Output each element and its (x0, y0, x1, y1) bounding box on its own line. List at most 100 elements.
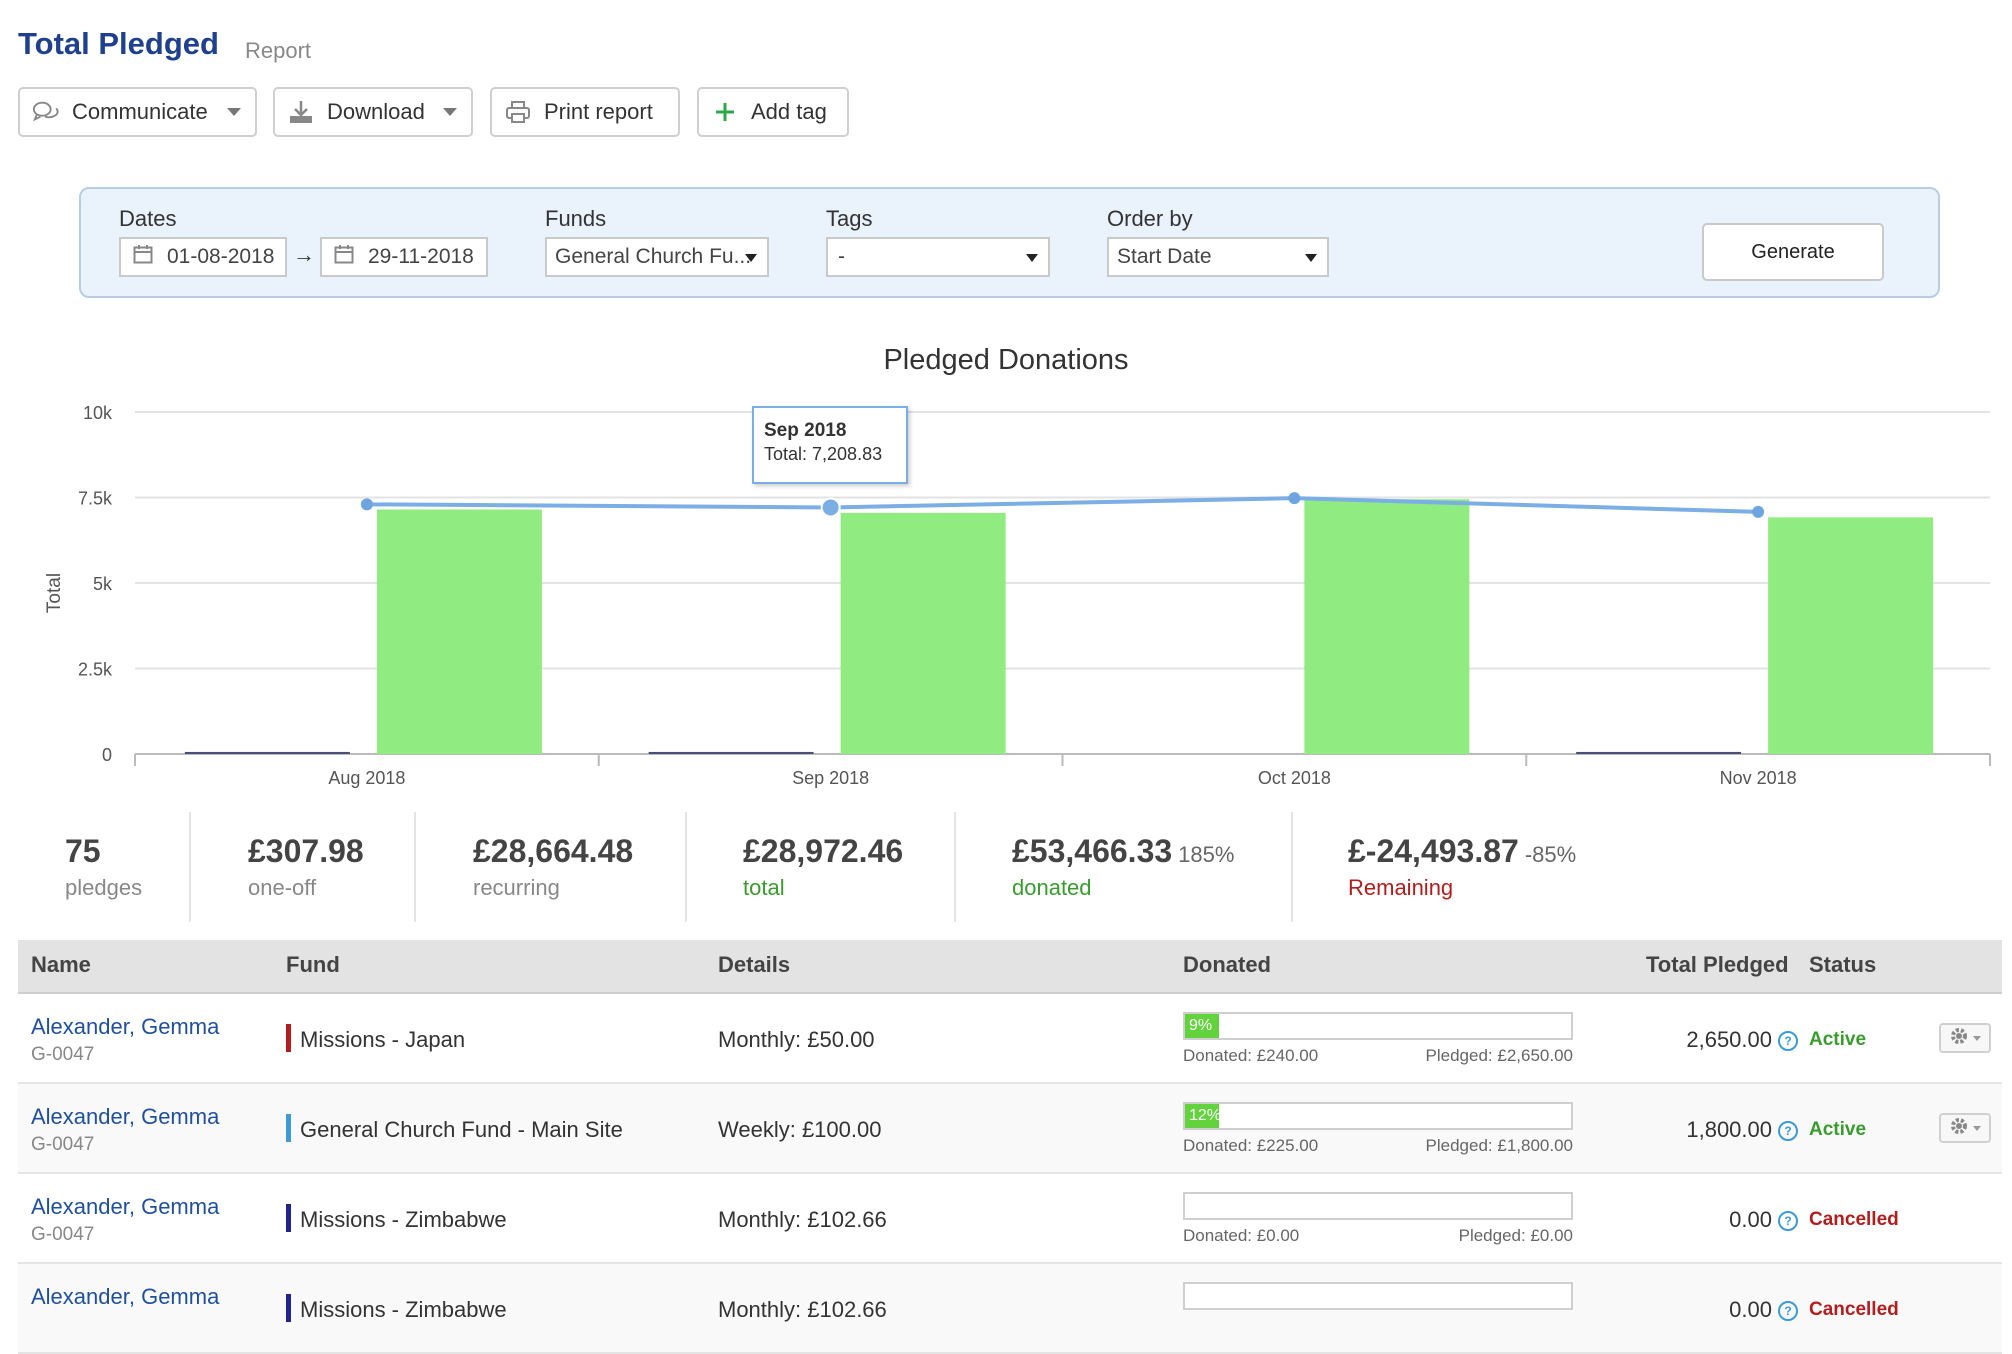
help-icon[interactable]: ? (1778, 1031, 1798, 1052)
table-row[interactable]: Alexander, Gemma G-0047 Missions - Zimbabw… (18, 1174, 2002, 1264)
donated-amount: Donated: £225.00 (1183, 1136, 1319, 1155)
tags-value: - (838, 245, 845, 268)
fund-color-marker (286, 1294, 291, 1322)
date-to-input[interactable]: 29-11-2018 (320, 237, 488, 277)
column-header-total-pledged[interactable]: Total Pledged (1646, 952, 1789, 977)
fund-name: Missions - Zimbabwe (300, 1297, 507, 1322)
generate-button[interactable]: Generate (1702, 223, 1884, 281)
download-label: Download (327, 99, 425, 124)
tags-select[interactable]: - (826, 237, 1050, 277)
plus-icon (711, 99, 739, 125)
column-header-donated[interactable]: Donated (1183, 952, 1271, 977)
row-actions-button[interactable] (1939, 1113, 1991, 1143)
table-row[interactable]: Alexander, Gemma G-0047 General Church Fun… (18, 1084, 2002, 1174)
progress-fill: 12% (1185, 1104, 1221, 1128)
dropdown-arrow-icon (1305, 254, 1317, 262)
gear-icon (1949, 1026, 1969, 1051)
recurring-value: £28,664.48 (473, 833, 634, 869)
pledged-amount: Pledged: £2,650.00 (1425, 1046, 1573, 1065)
table-header (18, 940, 2002, 994)
fund-color-marker (286, 1024, 291, 1052)
dropdown-arrow-icon (1026, 254, 1038, 262)
print-report-button[interactable]: Print report (490, 87, 680, 137)
donated-label: donated (1012, 875, 1092, 900)
help-icon[interactable]: ? (1778, 1301, 1798, 1322)
fund-color-marker (286, 1204, 291, 1232)
total-line (366, 496, 1759, 514)
page-title: Total Pledged (18, 26, 219, 61)
help-icon[interactable]: ? (1778, 1211, 1798, 1232)
member-name-link[interactable]: Alexander, Gemma (31, 1104, 220, 1129)
total-value: £28,972.46 (743, 833, 904, 869)
recurring-bar (376, 509, 542, 754)
row-actions-button[interactable] (1939, 1023, 1991, 1053)
member-name-link[interactable]: Alexander, Gemma (31, 1194, 220, 1219)
order-by-select[interactable]: Start Date (1107, 237, 1329, 277)
one-off-bar (648, 751, 814, 754)
donated-value-wrap: £53,466.33 185% (1012, 833, 1234, 870)
pledged-amount: Pledged: £1,800.00 (1425, 1136, 1573, 1155)
fund-name: Missions - Japan (300, 1027, 466, 1052)
x-tick-label: Nov 2018 (1720, 768, 1797, 788)
help-icon[interactable]: ? (1778, 1121, 1798, 1142)
line-point (1288, 492, 1301, 505)
funds-value: General Church Fu... (555, 245, 752, 268)
donated-value: £53,466.33 (1012, 833, 1173, 869)
chevron-down-icon (443, 108, 457, 116)
pledge-details: Monthly: £102.66 (718, 1207, 887, 1232)
member-name-link[interactable]: Alexander, Gemma (31, 1014, 220, 1039)
total-pledged-value: 0.00 (1729, 1297, 1772, 1322)
stat-divider (1291, 812, 1293, 922)
funds-select[interactable]: General Church Fu... (545, 237, 769, 277)
status-badge: Cancelled (1809, 1299, 1899, 1320)
chart-title: Pledged Donations (883, 344, 1129, 376)
chevron-down-icon (227, 108, 241, 116)
x-tick-label: Sep 2018 (792, 768, 869, 788)
pledge-details: Monthly: £50.00 (718, 1027, 875, 1052)
stat-divider (189, 812, 191, 922)
total-pledged-cell: 0.00? (1578, 1207, 1798, 1233)
pledge-details: Monthly: £102.66 (718, 1297, 887, 1322)
add-tag-button[interactable]: Add tag (697, 87, 849, 137)
date-to-value: 29-11-2018 (368, 245, 474, 268)
one-off-bar (1576, 751, 1742, 754)
table-row[interactable]: Alexander, Gemma Missions - Zimbabwe Month… (18, 1264, 2002, 1354)
chevron-down-icon (1973, 1035, 1981, 1041)
column-header-name[interactable]: Name (31, 952, 91, 977)
communicate-label: Communicate (72, 99, 208, 124)
column-header-fund[interactable]: Fund (286, 952, 340, 977)
column-header-status[interactable]: Status (1809, 952, 1877, 977)
pledge-details: Weekly: £100.00 (718, 1117, 882, 1142)
status-badge: Cancelled (1809, 1209, 1899, 1230)
add-tag-label: Add tag (751, 99, 827, 124)
member-code: G-0047 (31, 1134, 95, 1155)
remaining-value: £-24,493.87 (1348, 833, 1519, 869)
order-by-label: Order by (1107, 206, 1193, 231)
chart-tooltip: Sep 2018 Total: 7,208.83 (752, 406, 908, 484)
printer-icon (504, 99, 532, 125)
download-icon (287, 99, 315, 125)
member-code: G-0047 (31, 1224, 95, 1245)
progress-fill: 9% (1185, 1014, 1219, 1038)
y-tick-label: 5k (93, 574, 113, 594)
remaining-label: Remaining (1348, 875, 1454, 900)
column-header-details[interactable]: Details (718, 952, 791, 977)
download-button[interactable]: Download (273, 87, 473, 137)
order-by-value: Start Date (1117, 245, 1212, 268)
member-name-link[interactable]: Alexander, Gemma (31, 1284, 220, 1309)
fund-name: Missions - Zimbabwe (300, 1207, 507, 1232)
communicate-button[interactable]: Communicate (18, 87, 257, 137)
tags-label: Tags (826, 206, 873, 231)
tooltip-value: Total: 7,208.83 (764, 444, 883, 464)
stat-divider (414, 812, 416, 922)
member-code: G-0047 (31, 1044, 95, 1065)
pledges-count: 75 (65, 833, 101, 869)
date-from-input[interactable]: 01-08-2018 (119, 237, 287, 277)
total-pledged-cell: 2,650.00? (1578, 1027, 1798, 1053)
table-row[interactable]: Alexander, Gemma G-0047 Missions - Japan Mo… (18, 994, 2002, 1084)
donated-amount: Donated: £0.00 (1183, 1226, 1300, 1245)
recurring-bar (840, 512, 1006, 754)
stat-divider (685, 812, 687, 922)
line-point (360, 498, 373, 511)
status-badge: Active (1809, 1029, 1867, 1050)
